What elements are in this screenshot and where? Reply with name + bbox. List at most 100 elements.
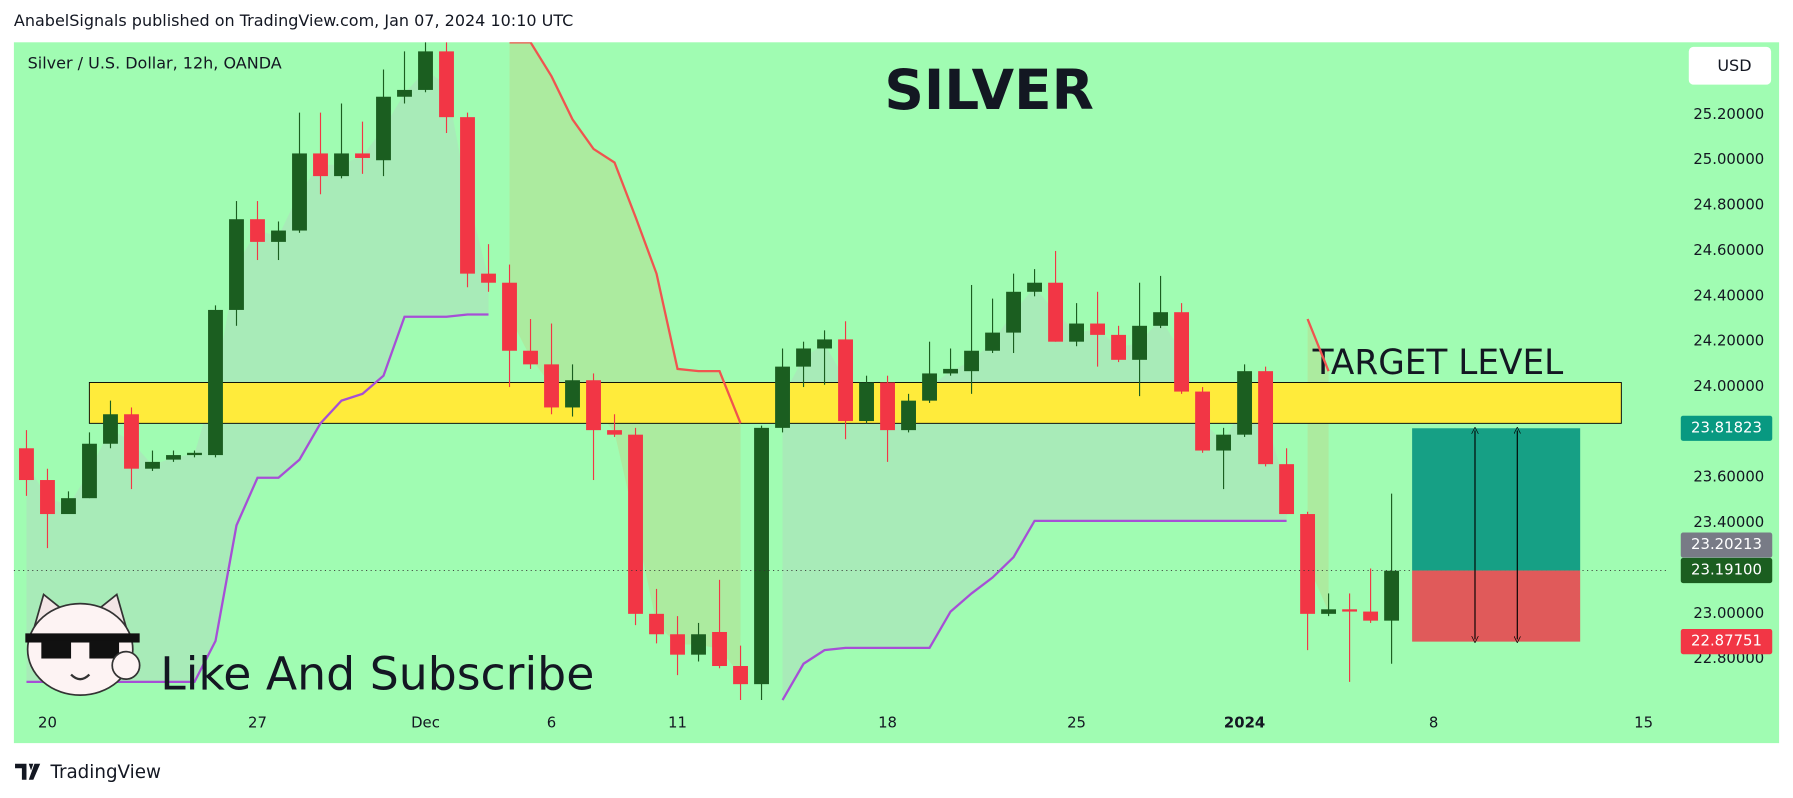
price-marker (1680, 532, 1773, 558)
price-marker-label: 23.19100 (1691, 561, 1762, 579)
candle-body (775, 366, 790, 428)
candle-body (817, 339, 832, 349)
x-tick-label: 20 (38, 714, 57, 732)
y-tick-label: 23.00000 (1693, 604, 1764, 622)
x-tick-label: 11 (668, 714, 687, 732)
position-tool (13, 428, 1668, 642)
candle-body (208, 309, 223, 456)
candle-body (1300, 514, 1316, 614)
candle-body (166, 455, 181, 460)
candle-body (754, 427, 769, 685)
x-tick-label: 6 (547, 714, 556, 732)
candle-body (334, 153, 349, 177)
x-tick-label: 25 (1067, 714, 1086, 732)
y-tick-label: 23.60000 (1693, 468, 1764, 486)
candle-body (1237, 371, 1253, 435)
price-marker (1680, 629, 1773, 655)
target-zone (88, 382, 1622, 424)
axes: 22.8000023.0000023.2000023.4000023.60000… (38, 105, 1773, 732)
footer-logo (15, 763, 41, 780)
candle-body (691, 634, 706, 655)
candle-body (292, 153, 307, 231)
candle-body (712, 631, 727, 667)
candle-body (229, 219, 244, 310)
candle-body (670, 634, 685, 655)
candle-body (124, 414, 139, 469)
x-tick-label: Dec (411, 714, 440, 732)
candle-body (418, 51, 433, 90)
candle-body (565, 380, 580, 408)
candle-body (103, 414, 118, 444)
x-tick-label: 2024 (1224, 714, 1265, 732)
y-tick-label: 25.00000 (1693, 150, 1764, 168)
price-marker (1680, 415, 1773, 441)
candle-body (481, 273, 496, 283)
price-marker (1680, 557, 1773, 584)
candles (19, 42, 1400, 701)
currency-label[interactable]: USD (1717, 56, 1751, 75)
candle-body (1258, 371, 1274, 465)
candle-body (355, 153, 370, 158)
candle-body (271, 230, 286, 242)
y-tick-label: 23.40000 (1693, 513, 1764, 531)
indicator-fill (509, 42, 741, 676)
candle-body (1069, 323, 1084, 342)
candle-body (1006, 291, 1021, 333)
y-tick-label: 24.60000 (1693, 241, 1764, 259)
candle-body (313, 153, 328, 177)
candle-body (796, 348, 811, 367)
footer-brand: TradingView (49, 762, 161, 783)
candle-body (985, 332, 1000, 351)
candle-body (61, 498, 76, 515)
x-tick-label: 8 (1429, 714, 1438, 732)
candle-body (1363, 611, 1379, 621)
price-marker-label: 23.20213 (1691, 535, 1762, 553)
zone-label: TARGET LEVEL (1312, 343, 1564, 383)
loss-box (1412, 570, 1581, 642)
candle-body (607, 430, 622, 435)
y-tick-label: 24.20000 (1693, 332, 1764, 350)
publish-header: AnabelSignals published on TradingView.c… (14, 11, 573, 30)
y-tick-label: 24.00000 (1693, 377, 1764, 395)
candle-body (943, 368, 958, 374)
y-tick-label: 25.20000 (1693, 105, 1764, 123)
candle-body (187, 452, 202, 456)
candle-body (19, 448, 34, 481)
candle-body (649, 613, 664, 635)
candle-body (40, 480, 55, 515)
candle-body (922, 373, 937, 401)
zone-layer: TARGET LEVEL (88, 343, 1622, 424)
candle-body (1342, 609, 1358, 612)
candle-body (1048, 282, 1063, 342)
indicator-line (1306, 318, 1330, 372)
symbol-label: Silver / U.S. Dollar, 12h, OANDA (28, 54, 282, 73)
candle-body (1027, 282, 1042, 292)
candle-body (502, 282, 517, 351)
candle-body (1216, 434, 1232, 451)
annotation: Like And Subscribe (160, 647, 594, 700)
candle-body (1321, 609, 1337, 614)
candle-body (523, 350, 538, 365)
candle-body (628, 434, 643, 614)
cat-icon (25, 593, 141, 696)
candle-body (1279, 464, 1295, 515)
indicator-line (509, 42, 742, 424)
candle-body (397, 89, 412, 97)
candle-body (439, 51, 454, 118)
x-tick-label: 15 (1634, 714, 1653, 732)
candle-body (838, 339, 853, 422)
candle-body (1174, 312, 1190, 392)
candle-body (1090, 323, 1105, 335)
x-tick-label: 27 (248, 714, 267, 732)
profit-box (1412, 428, 1581, 571)
candle-body (880, 382, 895, 431)
currency-button[interactable] (1688, 46, 1772, 85)
candle-body (733, 666, 748, 685)
candle-body (1132, 325, 1148, 360)
price-marker-label: 22.87751 (1691, 632, 1762, 650)
candle-body (460, 117, 475, 274)
candle-body (145, 461, 160, 469)
y-tick-label: 24.40000 (1693, 286, 1764, 304)
indicator-line (781, 519, 1287, 701)
